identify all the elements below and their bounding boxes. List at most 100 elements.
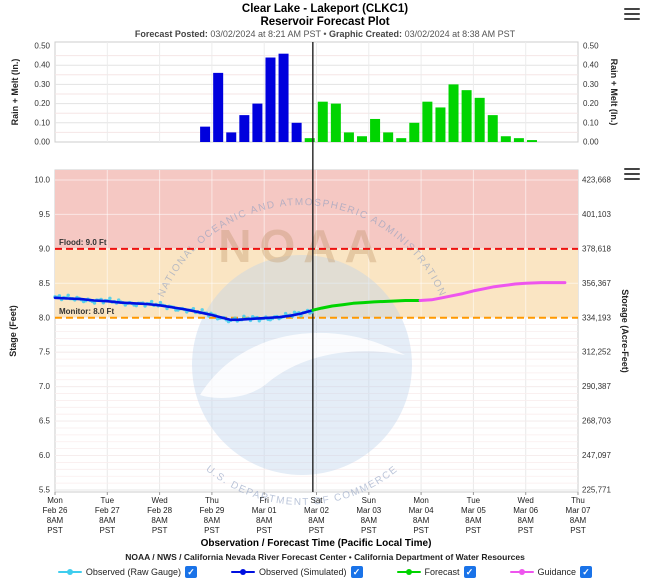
svg-text:0.00: 0.00 bbox=[583, 138, 599, 147]
svg-text:Feb 28: Feb 28 bbox=[147, 506, 172, 515]
legend-label: Forecast bbox=[424, 567, 460, 577]
svg-text:Rain + Melt (In.): Rain + Melt (In.) bbox=[10, 59, 20, 126]
menu-icon[interactable] bbox=[624, 8, 640, 20]
svg-text:268,703: 268,703 bbox=[582, 417, 611, 426]
created-label: Graphic Created: bbox=[329, 29, 403, 39]
svg-text:0.40: 0.40 bbox=[34, 61, 50, 70]
svg-text:0.10: 0.10 bbox=[583, 118, 599, 127]
posted-label: Forecast Posted: bbox=[134, 29, 208, 39]
svg-text:0.30: 0.30 bbox=[34, 80, 50, 89]
legend-item-observed-raw: Observed (Raw Gauge) ✓ bbox=[57, 566, 197, 578]
svg-text:Flood: 9.0 Ft: Flood: 9.0 Ft bbox=[59, 238, 107, 247]
svg-text:247,097: 247,097 bbox=[582, 451, 611, 460]
line-marker-icon bbox=[396, 568, 421, 577]
svg-text:NOAA: NOAA bbox=[218, 220, 385, 272]
svg-text:Monitor: 8.0 Ft: Monitor: 8.0 Ft bbox=[59, 307, 114, 316]
svg-text:PST: PST bbox=[256, 526, 272, 535]
svg-text:8AM: 8AM bbox=[308, 516, 325, 525]
line-marker-icon bbox=[509, 568, 534, 577]
svg-text:Feb 26: Feb 26 bbox=[43, 506, 68, 515]
attribution-sep: • bbox=[348, 552, 352, 562]
legend-checkbox[interactable]: ✓ bbox=[184, 566, 197, 578]
svg-text:PST: PST bbox=[100, 526, 116, 535]
posted-value: 03/02/2024 at 8:21 AM PST bbox=[210, 29, 321, 39]
svg-text:0.20: 0.20 bbox=[583, 99, 599, 108]
svg-text:Wed: Wed bbox=[151, 496, 167, 505]
created-value: 03/02/2024 at 8:38 AM PST bbox=[404, 29, 516, 39]
legend-checkbox[interactable]: ✓ bbox=[463, 566, 476, 578]
legend-item-observed-simulated: Observed (Simulated) ✓ bbox=[230, 566, 363, 578]
svg-text:Mon: Mon bbox=[47, 496, 63, 505]
svg-text:0.40: 0.40 bbox=[583, 61, 599, 70]
svg-text:8AM: 8AM bbox=[204, 516, 221, 525]
svg-text:Mon: Mon bbox=[413, 496, 429, 505]
svg-text:Sun: Sun bbox=[362, 496, 376, 505]
svg-text:Sat: Sat bbox=[310, 496, 323, 505]
svg-text:8AM: 8AM bbox=[517, 516, 534, 525]
svg-text:6.0: 6.0 bbox=[39, 451, 51, 460]
svg-text:Mar 06: Mar 06 bbox=[513, 506, 538, 515]
legend-item-guidance: Guidance ✓ bbox=[509, 566, 593, 578]
menu-icon[interactable] bbox=[624, 168, 640, 180]
svg-text:PST: PST bbox=[152, 526, 168, 535]
legend-label: Guidance bbox=[537, 567, 577, 577]
svg-text:Tue: Tue bbox=[101, 496, 115, 505]
svg-text:356,367: 356,367 bbox=[582, 279, 611, 288]
svg-text:7.0: 7.0 bbox=[39, 382, 51, 391]
svg-text:PST: PST bbox=[518, 526, 534, 535]
svg-text:423,668: 423,668 bbox=[582, 175, 611, 184]
svg-text:8AM: 8AM bbox=[151, 516, 168, 525]
legend-checkbox[interactable]: ✓ bbox=[580, 566, 593, 578]
svg-text:Mar 02: Mar 02 bbox=[304, 506, 329, 515]
legend-checkbox[interactable]: ✓ bbox=[350, 566, 363, 578]
legend-item-forecast: Forecast ✓ bbox=[396, 566, 476, 578]
svg-text:Feb 27: Feb 27 bbox=[95, 506, 120, 515]
svg-text:PST: PST bbox=[47, 526, 63, 535]
svg-text:8.5: 8.5 bbox=[39, 279, 51, 288]
svg-text:Mar 04: Mar 04 bbox=[409, 506, 434, 515]
svg-text:Mar 03: Mar 03 bbox=[356, 506, 381, 515]
svg-text:Storage (Acre-Feet): Storage (Acre-Feet) bbox=[620, 289, 630, 373]
svg-text:8AM: 8AM bbox=[465, 516, 482, 525]
line-marker-icon bbox=[230, 568, 255, 577]
attribution-line: NOAA / NWS / California Nevada River For… bbox=[0, 552, 650, 562]
svg-text:10.0: 10.0 bbox=[34, 175, 50, 184]
svg-text:Thu: Thu bbox=[205, 496, 219, 505]
legend-label: Observed (Raw Gauge) bbox=[85, 567, 181, 577]
svg-text:290,387: 290,387 bbox=[582, 382, 611, 391]
svg-text:Tue: Tue bbox=[467, 496, 481, 505]
svg-text:312,252: 312,252 bbox=[582, 348, 611, 357]
svg-text:6.5: 6.5 bbox=[39, 417, 51, 426]
svg-text:Mar 07: Mar 07 bbox=[566, 506, 591, 515]
svg-text:Fri: Fri bbox=[260, 496, 270, 505]
svg-text:5.5: 5.5 bbox=[39, 486, 51, 495]
svg-text:8AM: 8AM bbox=[99, 516, 116, 525]
svg-text:PST: PST bbox=[309, 526, 325, 535]
svg-text:225,771: 225,771 bbox=[582, 486, 611, 495]
svg-text:401,103: 401,103 bbox=[582, 210, 611, 219]
page-subtitle: Reservoir Forecast Plot bbox=[260, 16, 390, 28]
svg-text:0.00: 0.00 bbox=[34, 138, 50, 147]
svg-text:8AM: 8AM bbox=[256, 516, 273, 525]
attribution-left: NOAA / NWS / California Nevada River For… bbox=[125, 552, 347, 562]
separator-dot: • bbox=[323, 29, 327, 39]
svg-text:8AM: 8AM bbox=[570, 516, 587, 525]
svg-text:9.0: 9.0 bbox=[39, 244, 51, 253]
svg-text:9.5: 9.5 bbox=[39, 210, 51, 219]
line-marker-icon bbox=[57, 568, 82, 577]
svg-text:Wed: Wed bbox=[518, 496, 534, 505]
svg-text:PST: PST bbox=[570, 526, 586, 535]
svg-text:Thu: Thu bbox=[571, 496, 585, 505]
svg-text:PST: PST bbox=[204, 526, 220, 535]
svg-text:7.5: 7.5 bbox=[39, 348, 51, 357]
svg-text:Stage (Feet): Stage (Feet) bbox=[8, 305, 18, 357]
svg-text:Rain + Melt (In.): Rain + Melt (In.) bbox=[609, 59, 619, 126]
svg-text:PST: PST bbox=[361, 526, 377, 535]
svg-text:0.30: 0.30 bbox=[583, 80, 599, 89]
svg-text:8.0: 8.0 bbox=[39, 313, 51, 322]
svg-text:0.20: 0.20 bbox=[34, 99, 50, 108]
svg-text:0.10: 0.10 bbox=[34, 118, 50, 127]
svg-text:0.50: 0.50 bbox=[583, 42, 599, 51]
charts-canvas: 0.00 0.00 0.10 0.10 0.20 0.20 0.30 0.30 0.40 0.40… bbox=[8, 41, 630, 549]
